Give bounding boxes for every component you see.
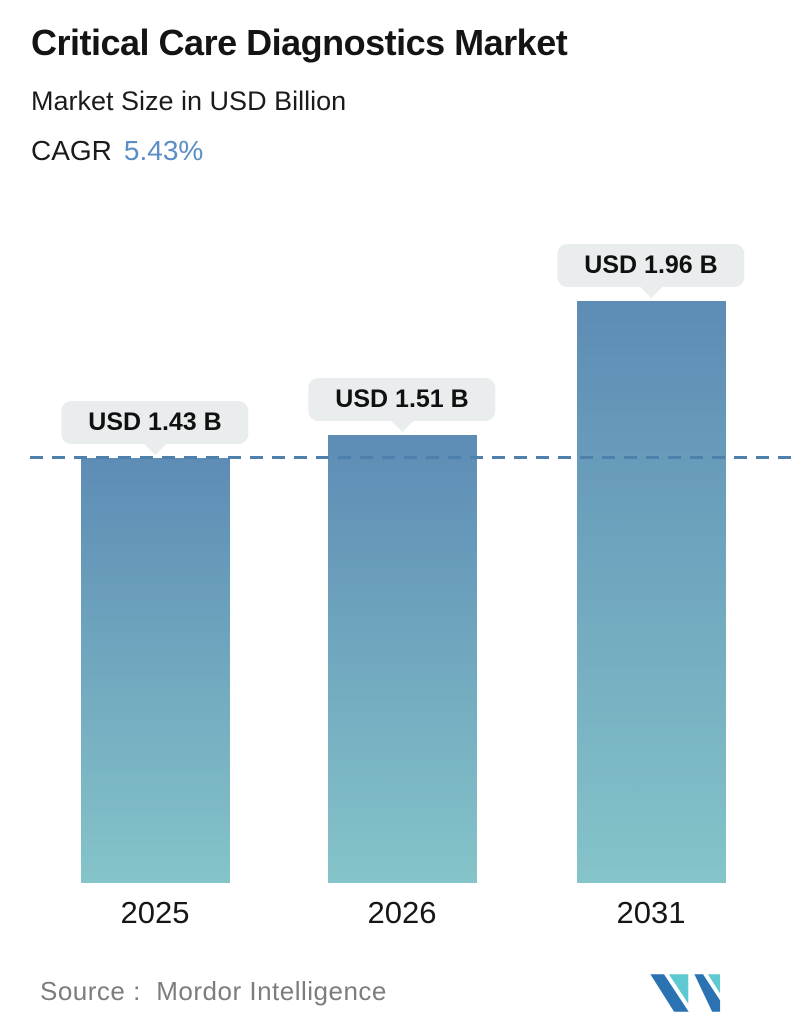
source-text: Source : Mordor Intelligence [40,976,387,1006]
x-axis-label: 2025 [120,895,190,930]
cagr-value: 5.43% [123,135,204,166]
chart-subtitle: Market Size in USD Billion [31,86,347,116]
x-axis-label: 2026 [367,895,437,930]
bar-chart: USD 1.43 B 2025 USD 1.51 B 2026 USD 1.96 B 20… [0,200,796,960]
logo-left-triangle [666,972,690,1009]
logo-left-diagonal [648,972,692,1014]
chart-bar [80,458,230,883]
x-axis-label: 2031 [616,895,686,930]
reference-dashed-line [30,456,792,459]
mordor-intelligence-logo [648,972,722,1014]
page-title: Critical Care Diagnostics Market [31,22,568,63]
cagr-line: CAGR 5.43% [31,135,203,167]
chart-bar [327,435,477,883]
chart-bar [576,301,726,883]
value-callout: USD 1.96 B [557,244,745,287]
logo-right-diagonal [691,972,722,1014]
value-callout: USD 1.43 B [61,401,249,444]
value-callout: USD 1.51 B [308,378,496,421]
logo-right-triangle [705,972,722,999]
cagr-label: CAGR [31,135,112,166]
